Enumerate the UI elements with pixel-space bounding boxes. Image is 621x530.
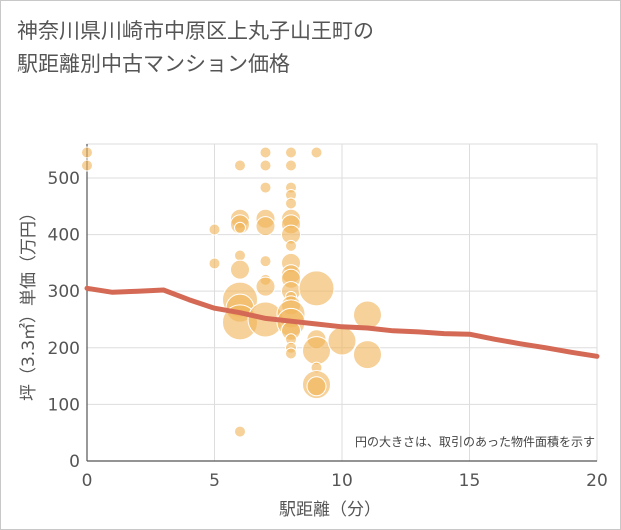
data-bubble — [285, 159, 297, 172]
y-tick-label: 300 — [48, 282, 80, 302]
axes — [86, 144, 597, 462]
data-bubble — [230, 259, 250, 280]
data-bubble — [81, 159, 93, 172]
axis-labels: 0 5 10 15 200100200300400500円の大きさは、取引のあった物件面… — [19, 169, 608, 520]
y-tick-label: 200 — [48, 339, 80, 359]
y-tick-label: 0 — [69, 452, 80, 472]
x-axis-title: 駅距離（分） — [279, 500, 381, 520]
data-bubble — [208, 257, 221, 270]
bubbles — [81, 146, 382, 438]
data-bubble — [234, 221, 246, 234]
trend-line-path — [84, 285, 600, 359]
trend-line — [84, 285, 600, 359]
grid — [86, 143, 598, 462]
data-bubble — [234, 159, 246, 172]
x-tick-label: 0 — [82, 471, 93, 491]
data-bubble — [259, 146, 272, 159]
data-bubble — [285, 146, 297, 159]
y-tick-label: 400 — [48, 226, 80, 246]
size-note: 円の大きさは、取引のあった物件面積を示す — [355, 434, 595, 449]
data-bubble — [259, 159, 272, 172]
x-tick-label: 20 — [586, 471, 608, 491]
data-bubble — [285, 197, 297, 210]
data-bubble — [259, 181, 272, 194]
data-bubble — [285, 347, 297, 360]
y-axis-title: 坪（3.3㎡）単価（万円） — [19, 204, 39, 401]
x-tick-label: 10 — [331, 471, 353, 491]
chart-title-line-1: 神奈川県川崎市中原区上丸子山王町の — [17, 19, 374, 43]
y-tick-label: 100 — [48, 395, 80, 415]
data-bubble — [208, 223, 221, 236]
chart-title: 神奈川県川崎市中原区上丸子山王町の 駅距離別中古マンション価格 — [17, 15, 607, 81]
y-tick-label: 500 — [48, 169, 80, 189]
x-tick-label: 5 — [209, 471, 220, 491]
data-bubble — [353, 340, 382, 370]
data-bubble — [310, 146, 323, 159]
data-bubble — [306, 376, 327, 397]
data-bubble — [81, 146, 93, 159]
data-bubble — [302, 336, 331, 366]
data-bubble — [327, 326, 357, 356]
data-bubble — [255, 276, 276, 297]
x-tick-label: 15 — [459, 471, 481, 491]
data-bubble — [234, 425, 246, 438]
data-bubble — [285, 239, 297, 252]
data-bubble — [259, 255, 272, 268]
data-bubble — [255, 216, 276, 237]
data-bubble — [353, 300, 382, 330]
chart-title-line-2: 駅距離別中古マンション価格 — [17, 52, 290, 76]
data-bubble — [298, 270, 335, 307]
data-bubble — [234, 249, 246, 262]
